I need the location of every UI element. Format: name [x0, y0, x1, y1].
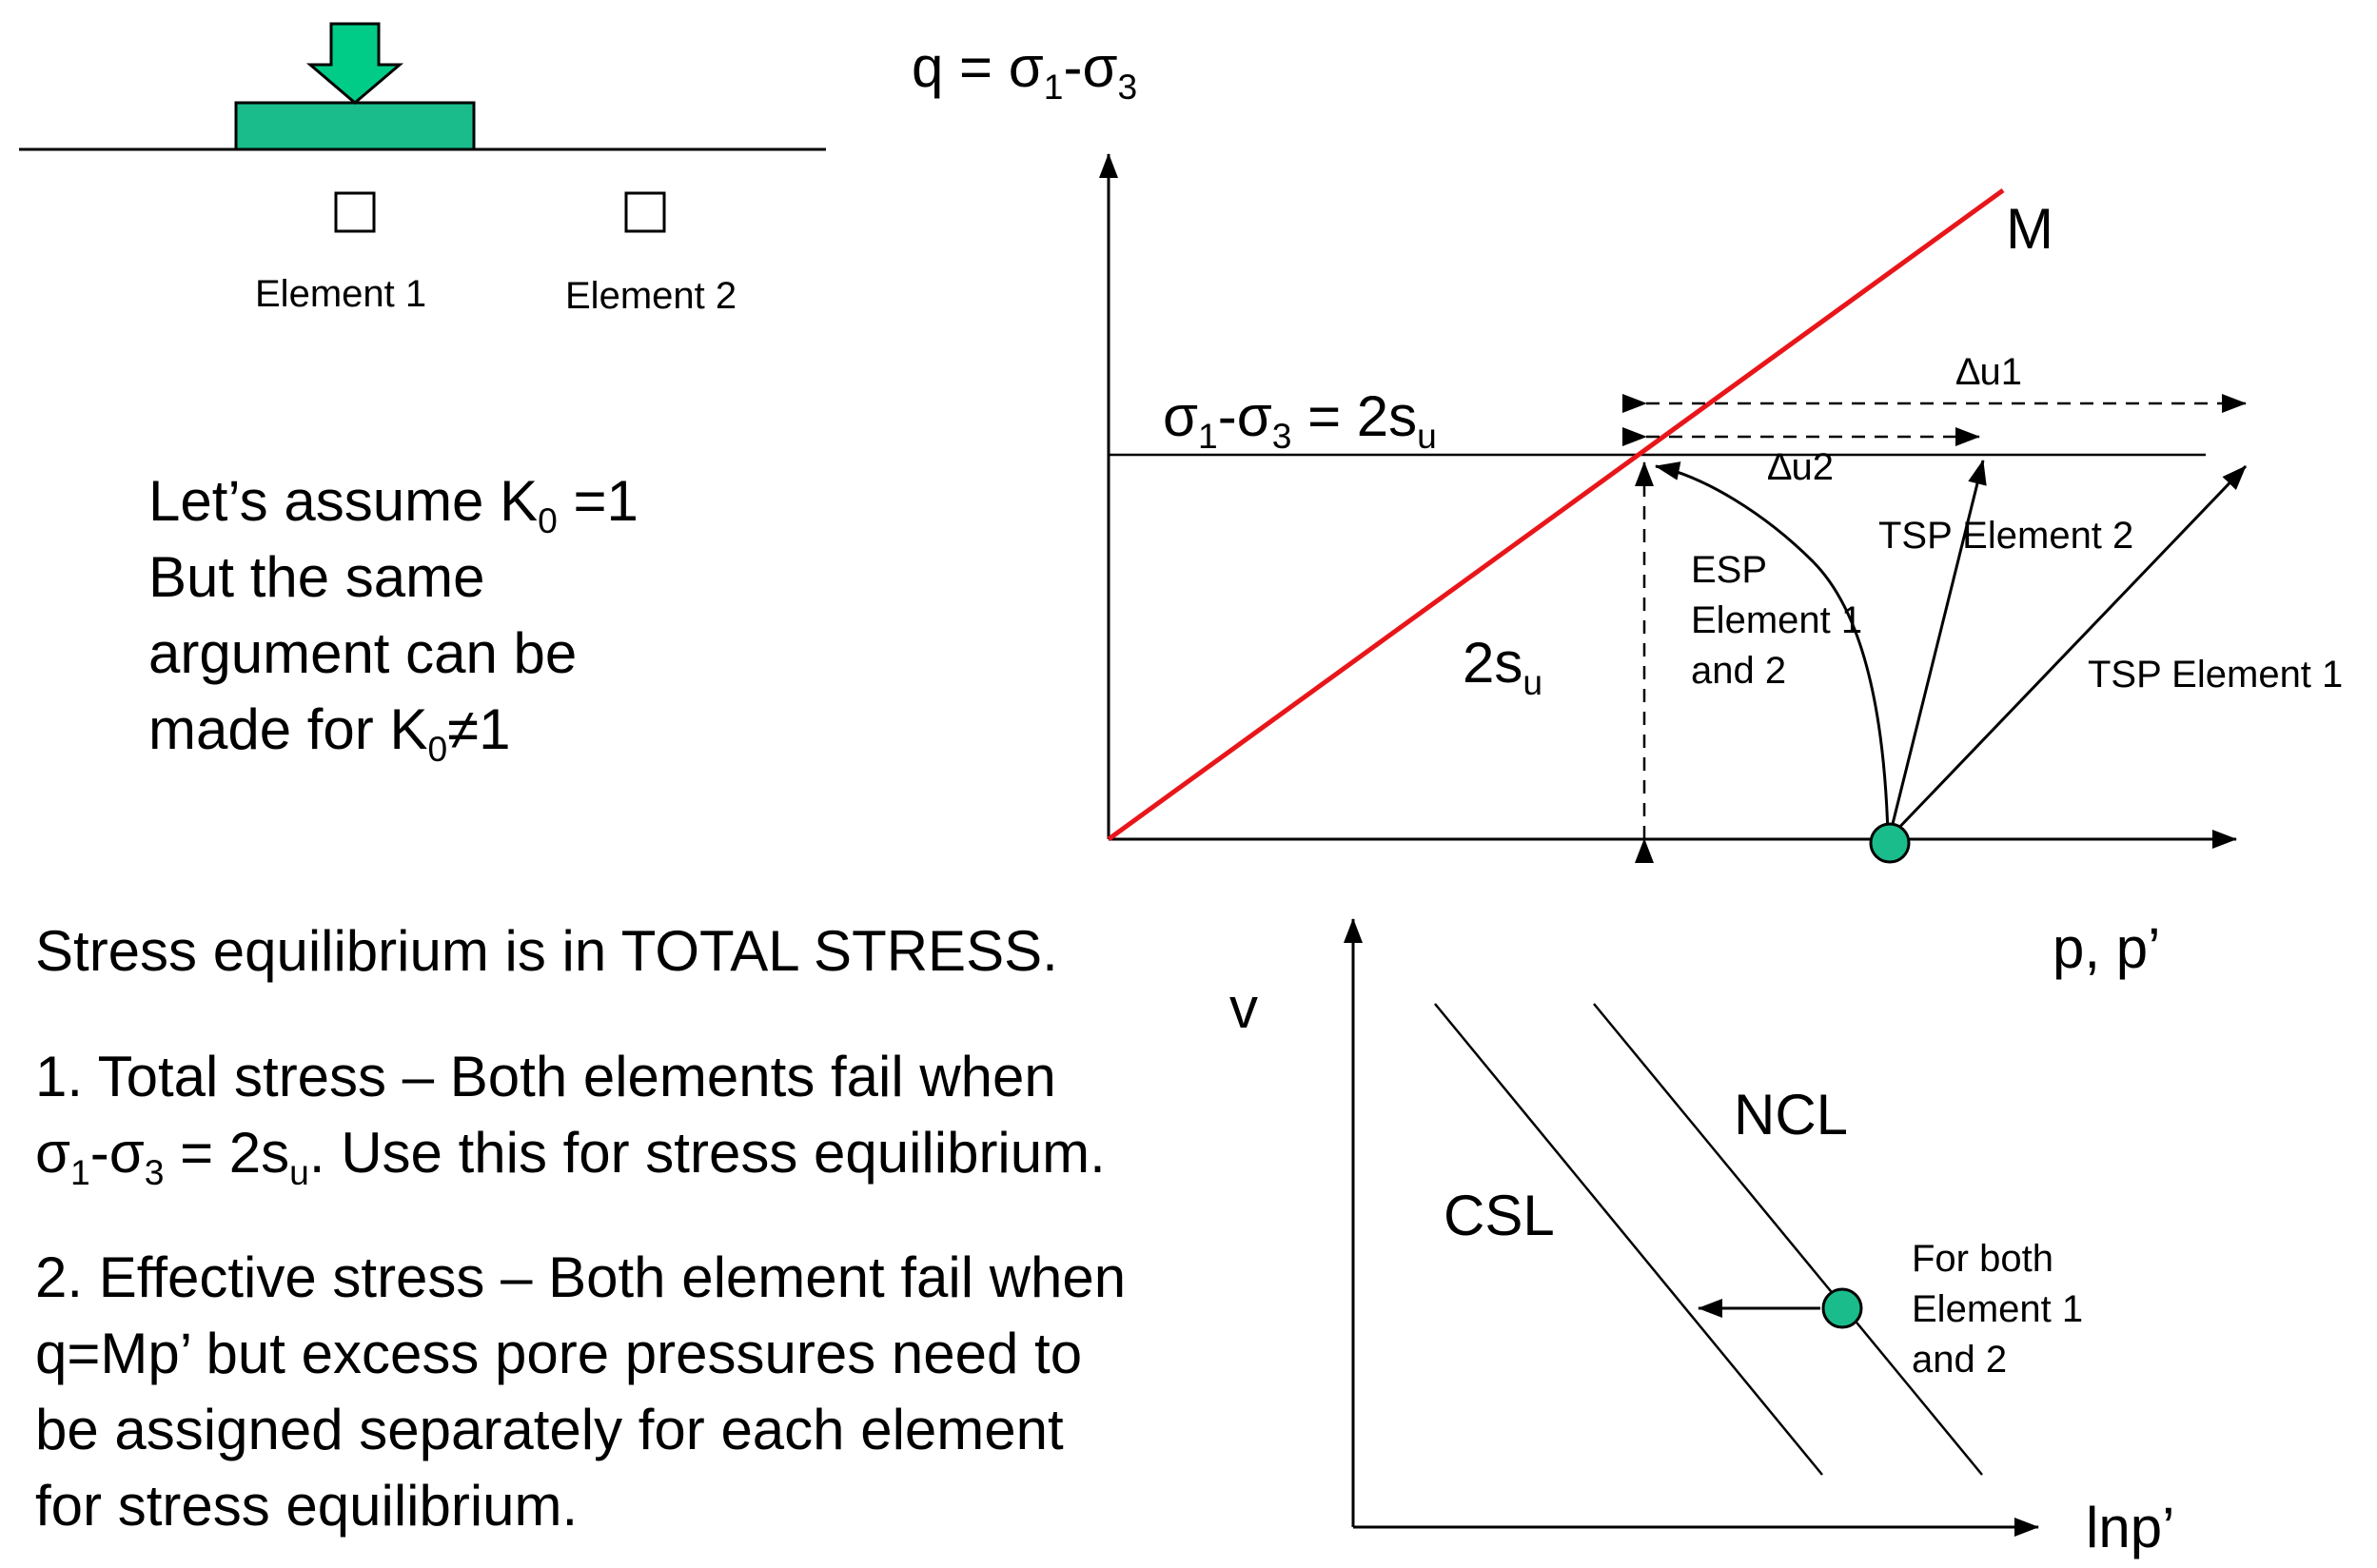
point-2-line-2: q=Mp’ but excess pore pressures need to [35, 1322, 1083, 1385]
point-2-line-3: be assigned separately for each element [35, 1398, 1064, 1461]
point-1-text: 1. Total stress – Both elements fail whe… [35, 1039, 1106, 1191]
load-arrow [305, 22, 404, 105]
stress-path-plot [1099, 153, 2248, 864]
point-1-line-1: 1. Total stress – Both elements fail whe… [35, 1045, 1056, 1108]
element-1-label: Element 1 [255, 273, 427, 315]
ncl-label: NCL [1734, 1083, 1849, 1147]
element-2-box [624, 191, 666, 233]
assumption-line-3: argument can be [148, 621, 578, 685]
point-2-text: 2. Effective stress – Both element fail … [35, 1240, 1126, 1544]
v-axis-label: v [1229, 976, 1258, 1040]
du2-label: ∆u2 [1768, 446, 1834, 488]
du1-label: ∆u1 [1956, 351, 2022, 393]
tsp-element-2-path [1888, 460, 1987, 836]
undrained-line-label: σ1-σ3 = 2su [1163, 384, 1437, 457]
initial-stress-point [1869, 822, 1911, 864]
footing [234, 101, 476, 151]
p-axis-label: p, p’ [2053, 916, 2161, 980]
critical-state-line-M [1107, 187, 2005, 842]
footing-schematic [19, 22, 826, 233]
m-line-label: M [2006, 197, 2053, 261]
tsp-element-2-label: TSP Element 2 [1878, 515, 2134, 557]
2su-label: 2su [1463, 631, 1543, 703]
assumption-line-2: But the same [148, 545, 485, 609]
state-point-label: For both Element 1 and 2 [1912, 1238, 2084, 1381]
assumption-line-4: made for K0≠1 [148, 697, 511, 770]
esp-path [1655, 461, 1890, 836]
total-stress-statement: Stress equilibrium is in TOTAL STRESS. [35, 919, 1058, 983]
point-2-line-1: 2. Effective stress – Both element fail … [35, 1245, 1127, 1309]
csl-line [1434, 1003, 1823, 1476]
q-axis-label: q = σ1-σ3 [912, 35, 1138, 108]
esp-label: ESP Element 1 and 2 [1691, 549, 1863, 692]
point-2-line-4: for stress equilibrium. [35, 1474, 579, 1538]
assumption-line-1: Let’s assume K0 =1 [148, 469, 638, 541]
lnp-axis-label: lnp’ [2086, 1496, 2175, 1559]
state-point [1821, 1287, 1863, 1329]
assumption-text: Let’s assume K0 =1 But the same argument… [148, 463, 638, 768]
csl-label: CSL [1444, 1184, 1555, 1247]
v-lnp-plot [1344, 918, 2039, 1537]
tsp-element-1-label: TSP Element 1 [2088, 654, 2344, 696]
ncl-line [1593, 1003, 1983, 1476]
element-2-label: Element 2 [565, 275, 737, 317]
element-1-box [334, 191, 376, 233]
point-1-line-2: σ1-σ3 = 2su. Use this for stress equilib… [35, 1121, 1106, 1193]
tsp-element-1-path [1888, 464, 2248, 839]
